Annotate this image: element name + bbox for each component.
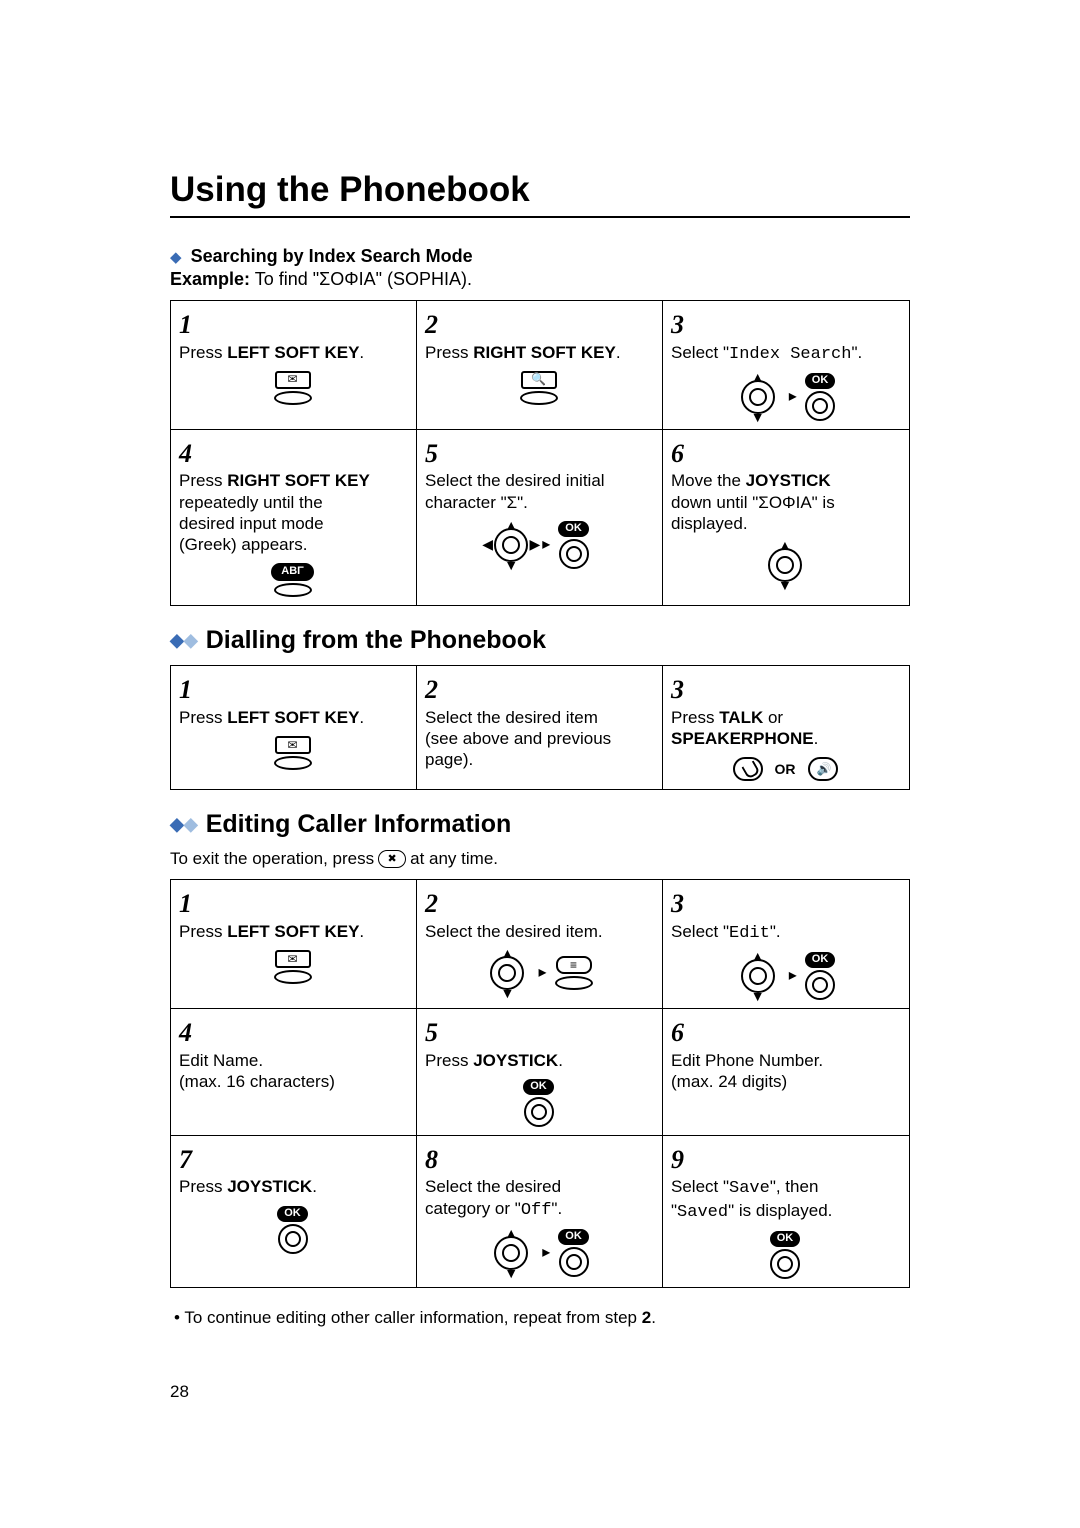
cancel-icon: ✖ — [378, 850, 406, 868]
search-step-3: 3 Select "Index Search". ▲▼ ▸ OK — [663, 301, 909, 430]
example-line: Example: To find "ΣΟΦΙΑ" (SOPHIA). — [170, 269, 910, 290]
diamond-icon: ◆ — [170, 249, 182, 266]
search-step-1: 1 Press LEFT SOFT KEY. ✉ — [171, 301, 417, 430]
edit-grid: 1 Press LEFT SOFT KEY. ✉ 2 Select the de… — [170, 879, 910, 1288]
edit-step-4: 4 Edit Name. (max. 16 characters) — [171, 1009, 417, 1136]
joystick-ok-icon: ▲▼ ▸ OK — [671, 952, 899, 1000]
edit-step-5: 5 Press JOYSTICK. OK — [417, 1009, 663, 1136]
joystick-ok-icon: ▲▼ ▸ OK — [671, 373, 899, 421]
diamond-pair-icon: ◆◆ — [170, 814, 198, 835]
search-step-4: 4 Press RIGHT SOFT KEY repeatedly until … — [171, 430, 417, 606]
speakerphone-icon — [808, 757, 838, 781]
dial-step-3: 3 Press TALK or SPEAKERPHONE. OR — [663, 666, 909, 789]
search-step-2: 2 Press RIGHT SOFT KEY. 🔍 — [417, 301, 663, 430]
edit-step-1: 1 Press LEFT SOFT KEY. ✉ — [171, 880, 417, 1009]
edit-step-3: 3 Select "Edit". ▲▼ ▸ OK — [663, 880, 909, 1009]
search-step-5: 5 Select the desired initial character "… — [417, 430, 663, 606]
search-step-6: 6 Move the JOYSTICK down until "ΣΟΦΙΑ" i… — [663, 430, 909, 606]
search-heading: ◆ Searching by Index Search Mode — [170, 246, 910, 267]
abc-softkey-icon: ΑΒΓ — [179, 563, 406, 597]
page-container: Using the Phonebook ◆ Searching by Index… — [0, 0, 1080, 1462]
ok-joystick-icon: OK — [179, 1206, 406, 1254]
edit-heading: ◆◆ Editing Caller Information — [170, 810, 910, 839]
talk-icon — [733, 757, 763, 781]
edit-step-9: 9 Select "Save", then "Saved" is display… — [663, 1136, 909, 1287]
ok-joystick-icon: OK — [671, 1231, 899, 1279]
footnote: To continue editing other caller informa… — [174, 1308, 910, 1328]
edit-step-6: 6 Edit Phone Number. (max. 24 digits) — [663, 1009, 909, 1136]
dial-step-1: 1 Press LEFT SOFT KEY. ✉ — [171, 666, 417, 789]
edit-step-2: 2 Select the desired item. ▲▼ ▸ ≡ — [417, 880, 663, 1009]
joystick-menu-icon: ▲▼ ▸ ≡ — [425, 950, 652, 996]
joystick-icon: ▲▼ — [671, 542, 899, 588]
left-softkey-icon: ✉ — [179, 371, 406, 405]
joystick-ok-icon: ▲▼◀▶ ▸ OK — [425, 521, 652, 569]
joystick-ok-icon: ▲▼ ▸ OK — [425, 1229, 652, 1277]
dial-step-2: 2 Select the desired item (see above and… — [417, 666, 663, 789]
page-title: Using the Phonebook — [170, 170, 910, 218]
dial-heading: ◆◆ Dialling from the Phonebook — [170, 626, 910, 655]
diamond-pair-icon: ◆◆ — [170, 630, 198, 651]
page-number: 28 — [170, 1382, 910, 1402]
right-softkey-icon: 🔍 — [425, 371, 652, 405]
talk-speaker-icons: OR — [671, 757, 899, 781]
left-softkey-icon: ✉ — [179, 950, 406, 984]
edit-step-8: 8 Select the desired category or "Off". … — [417, 1136, 663, 1287]
exit-line: To exit the operation, press ✖ at any ti… — [170, 849, 910, 869]
search-grid: 1 Press LEFT SOFT KEY. ✉ 2 Press RIGHT S… — [170, 300, 910, 606]
edit-step-7: 7 Press JOYSTICK. OK — [171, 1136, 417, 1287]
dial-grid: 1 Press LEFT SOFT KEY. ✉ 2 Select the de… — [170, 665, 910, 790]
ok-joystick-icon: OK — [425, 1079, 652, 1127]
left-softkey-icon: ✉ — [179, 736, 406, 770]
